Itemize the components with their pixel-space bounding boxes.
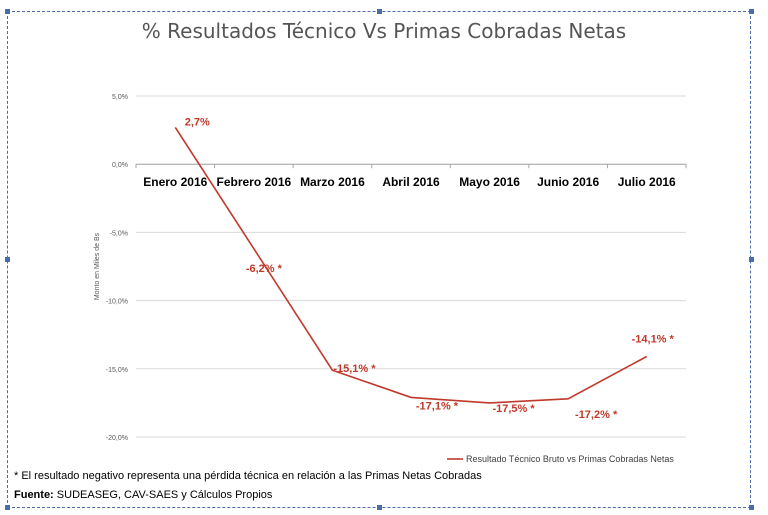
x-tick-label: Abril 2016 bbox=[382, 175, 440, 189]
y-tick-label: -20,0% bbox=[106, 435, 128, 442]
footnote: * El resultado negativo representa una p… bbox=[14, 470, 482, 482]
data-label: -17,5% * bbox=[492, 403, 535, 415]
source-label: Fuente: bbox=[14, 489, 54, 501]
resize-handle-middle-right[interactable] bbox=[749, 257, 754, 262]
data-label: -17,2% * bbox=[575, 409, 618, 421]
y-axis-title: Monto en Miles de Bs bbox=[94, 232, 101, 300]
x-tick-label: Marzo 2016 bbox=[300, 175, 365, 189]
y-tick-label: 5,0% bbox=[112, 94, 128, 101]
source-note: Fuente: SUDEASEG, CAV-SAES y Cálculos Pr… bbox=[14, 489, 272, 501]
series-line bbox=[174, 126, 648, 404]
data-label: 2,7% bbox=[185, 116, 210, 128]
resize-handle-top-center[interactable] bbox=[377, 9, 382, 14]
data-label: -14,1% * bbox=[632, 334, 675, 346]
x-tick-label: Febrero 2016 bbox=[216, 175, 291, 189]
resize-handle-bottom-left[interactable] bbox=[5, 505, 10, 510]
data-label: -15,1% * bbox=[333, 363, 376, 375]
resize-handle-bottom-center[interactable] bbox=[377, 505, 382, 510]
x-tick-label: Enero 2016 bbox=[143, 175, 207, 189]
legend-label: Resultado Técnico Bruto vs Primas Cobrad… bbox=[466, 454, 674, 464]
x-tick-label: Junio 2016 bbox=[537, 175, 599, 189]
resize-handle-top-left[interactable] bbox=[5, 9, 10, 14]
data-label: -6,2% * bbox=[246, 263, 283, 275]
y-tick-label: -5,0% bbox=[110, 230, 128, 237]
data-label: -17,1% * bbox=[416, 400, 459, 412]
resize-handle-middle-left[interactable] bbox=[5, 257, 10, 262]
source-text: SUDEASEG, CAV-SAES y Cálculos Propios bbox=[53, 489, 273, 501]
y-tick-label: 0,0% bbox=[112, 162, 128, 169]
x-tick-label: Mayo 2016 bbox=[459, 175, 520, 189]
x-tick-label: Julio 2016 bbox=[618, 175, 676, 189]
chart-title: % Resultados Técnico Vs Primas Cobradas … bbox=[141, 19, 627, 43]
resize-handle-top-right[interactable] bbox=[749, 9, 754, 14]
y-tick-label: -15,0% bbox=[106, 367, 128, 374]
y-tick-label: -10,0% bbox=[106, 299, 128, 306]
resize-handle-bottom-right[interactable] bbox=[749, 505, 754, 510]
